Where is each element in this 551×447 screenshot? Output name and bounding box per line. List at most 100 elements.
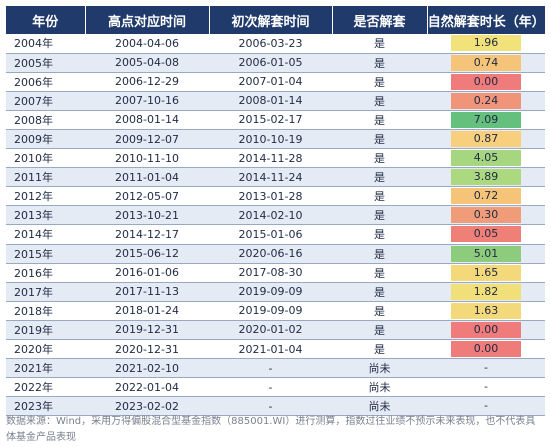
peak-date-cell: 2021-02-10 — [85, 358, 209, 379]
year-cell: 2010年 — [6, 148, 85, 169]
peak-date-cell: 2008-01-14 — [85, 110, 209, 130]
duration-cell: 0.74 — [427, 53, 545, 73]
recovery-date-cell: 2021-01-04 — [209, 339, 332, 360]
recovered-status-cell: 是 — [332, 263, 427, 283]
table-row: 2016年 2016-01-06 2017-08-30 是 1.65 — [6, 263, 545, 283]
recovered-status-cell: 是 — [332, 224, 427, 245]
duration-cell: 0.87 — [427, 129, 545, 150]
duration-cell: - — [427, 377, 545, 398]
duration-value: 3.89 — [451, 169, 521, 186]
recovery-date-cell: 2015-02-17 — [209, 110, 332, 130]
recovery-date-cell: 2014-11-24 — [209, 167, 332, 188]
recovered-status-cell: 是 — [332, 320, 427, 341]
year-cell: 2016年 — [6, 263, 85, 283]
year-cell: 2017年 — [6, 282, 85, 302]
duration-cell: 0.00 — [427, 339, 545, 360]
year-cell: 2023年 — [6, 396, 85, 417]
duration-cell: - — [427, 358, 545, 379]
year-cell: 2008年 — [6, 110, 85, 130]
recovery-date-cell: - — [209, 358, 332, 379]
year-cell: 2013年 — [6, 205, 85, 226]
table-row: 2013年 2013-10-21 2014-02-10 是 0.30 — [6, 205, 545, 226]
recovered-status-cell: 是 — [332, 186, 427, 207]
duration-value: 0.30 — [451, 207, 521, 224]
peak-date-cell: 2022-01-04 — [85, 377, 209, 398]
peak-date-cell: 2015-06-12 — [85, 244, 209, 264]
duration-cell: 0.30 — [427, 205, 545, 226]
duration-value: 0.24 — [451, 92, 521, 109]
recovery-date-cell: 2020-01-02 — [209, 320, 332, 341]
peak-date-cell: 2006-12-29 — [85, 72, 209, 92]
recovered-status-cell: 是 — [332, 167, 427, 188]
recovery-date-cell: 2020-06-16 — [209, 244, 332, 264]
table-row: 2022年 2022-01-04- 尚未 - — [6, 377, 545, 398]
duration-cell: 5.01 — [427, 244, 545, 264]
duration-cell: 1.65 — [427, 263, 545, 283]
recovered-status-cell: 是 — [332, 301, 427, 321]
recovery-date-cell: - — [209, 396, 332, 417]
duration-cell: 0.72 — [427, 186, 545, 207]
duration-cell: - — [427, 396, 545, 417]
year-cell: 2011年 — [6, 167, 85, 188]
table-row: 2005年 2005-04-08 2006-01-05 是 0.74 — [6, 53, 545, 73]
recovery-date-cell: 2017-08-30 — [209, 263, 332, 283]
duration-cell: 0.00 — [427, 320, 545, 341]
peak-date-cell: 2014-12-17 — [85, 224, 209, 245]
duration-cell: 1.96 — [427, 34, 545, 54]
duration-value: 0.87 — [451, 131, 521, 148]
table-row: 2020年 2020-12-31 2021-01-04 是 0.00 — [6, 339, 545, 360]
table-row: 2021年 2021-02-10- 尚未 - — [6, 358, 545, 379]
duration-value: 0.00 — [451, 321, 521, 338]
header-recovered: 是否解套 — [332, 6, 428, 34]
recovered-status-cell: 是 — [332, 91, 427, 111]
peak-date-cell: 2017-11-13 — [85, 282, 209, 302]
year-cell: 2015年 — [6, 244, 85, 264]
duration-value: - — [484, 361, 488, 375]
peak-date-cell: 2010-11-10 — [85, 148, 209, 169]
table-row: 2004年 2004-04-06 2006-03-23 是 1.96 — [6, 34, 545, 54]
year-cell: 2007年 — [6, 91, 85, 111]
table-row: 2019年 2019-12-31 2020-01-02 是 0.00 — [6, 320, 545, 341]
year-cell: 2004年 — [6, 34, 85, 54]
recovery-date-cell: 2010-10-19 — [209, 129, 332, 150]
table-row: 2018年 2018-01-24 2019-09-09 是 1.63 — [6, 301, 545, 321]
header-recovery-date: 初次解套时间 — [209, 6, 333, 34]
duration-value: 0.74 — [451, 54, 521, 71]
year-cell: 2022年 — [6, 377, 85, 398]
table-row: 2007年 2007-10-16 2008-01-14 是 0.24 — [6, 91, 545, 111]
duration-cell: 1.82 — [427, 282, 545, 302]
peak-date-cell: 2009-12-07 — [85, 129, 209, 150]
duration-cell: 7.09 — [427, 110, 545, 130]
duration-value: 4.05 — [451, 150, 521, 167]
recovered-status-cell: 是 — [332, 34, 427, 54]
duration-value: 0.05 — [451, 226, 521, 243]
recovered-status-cell: 是 — [332, 244, 427, 264]
peak-date-cell: 2005-04-08 — [85, 53, 209, 73]
recovery-date-cell: 2007-01-04 — [209, 72, 332, 92]
duration-value: 1.63 — [451, 302, 521, 319]
duration-value: 1.82 — [451, 283, 521, 300]
footnote: 数据来源：Wind，采用万得偏股混合型基金指数（885001.WI）进行测算，指… — [6, 416, 536, 443]
recovery-date-cell: 2014-11-28 — [209, 148, 332, 169]
table-row: 2015年 2015-06-12 2020-06-16 是 5.01 — [6, 244, 545, 264]
duration-cell: 4.05 — [427, 148, 545, 169]
table-row: 2008年 2008-01-14 2015-02-17 是 7.09 — [6, 110, 545, 130]
year-cell: 2020年 — [6, 339, 85, 360]
recovered-status-cell: 是 — [332, 53, 427, 73]
recovered-status-cell: 尚未 — [332, 377, 427, 398]
peak-date-cell: 2016-01-06 — [85, 263, 209, 283]
duration-value: 1.65 — [451, 264, 521, 281]
duration-value: - — [484, 380, 488, 394]
year-cell: 2018年 — [6, 301, 85, 321]
recovered-status-cell: 是 — [332, 72, 427, 92]
duration-cell: 0.24 — [427, 91, 545, 111]
peak-date-cell: 2004-04-06 — [85, 34, 209, 54]
recovered-status-cell: 是 — [332, 282, 427, 302]
table-row: 2009年 2009-12-07 2010-10-19 是 0.87 — [6, 129, 545, 150]
peak-date-cell: 2011-01-04 — [85, 167, 209, 188]
table-row: 2011年 2011-01-04 2014-11-24 是 3.89 — [6, 167, 545, 188]
recovered-status-cell: 是 — [332, 110, 427, 130]
recovery-date-cell: 2006-01-05 — [209, 53, 332, 73]
duration-value: 1.96 — [451, 35, 521, 52]
recovered-status-cell: 是 — [332, 205, 427, 226]
